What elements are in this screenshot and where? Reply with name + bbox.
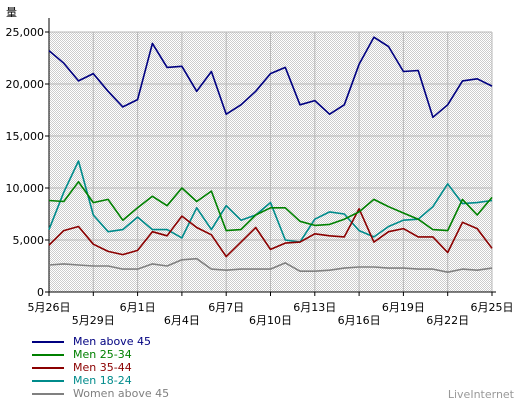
y-tick-label: 25,000 [6, 26, 45, 39]
legend-item: Men 35-44 [32, 361, 132, 374]
series-line-men-25-34 [48, 181, 493, 232]
legend-swatch [32, 340, 64, 343]
y-tick-label: 0 [37, 286, 44, 299]
x-tick-label: 5月29日 [72, 314, 115, 327]
legend-label: Women above 45 [73, 387, 170, 400]
legend-item: Women above 45 [32, 387, 169, 400]
series-line-men-above-45 [48, 36, 493, 119]
legend-item: Men 18-24 [32, 374, 132, 387]
legend-label: Men above 45 [73, 335, 151, 348]
x-tick-label: 6月19日 [382, 301, 425, 314]
legend-swatch [32, 379, 64, 382]
y-tick-label: 15,000 [6, 130, 45, 143]
series-line-men-35-44 [48, 208, 493, 258]
x-tick-label: 5月26日 [28, 301, 71, 314]
x-tick-label: 6月25日 [471, 301, 514, 314]
y-tick-label: 20,000 [6, 78, 45, 91]
y-tick-label: 5,000 [13, 234, 45, 247]
x-tick-label: 6月4日 [164, 314, 200, 327]
series-line-women-above-45 [48, 257, 493, 274]
legend-label: Men 25-34 [73, 348, 132, 361]
x-tick-label: 6月13日 [293, 301, 336, 314]
legend-swatch [32, 366, 64, 369]
legend-item: Men above 45 [32, 335, 151, 348]
brand-label: LiveInternet [447, 388, 514, 401]
x-tick-label: 6月7日 [208, 301, 244, 314]
x-tick-label: 6月22日 [426, 314, 469, 327]
legend-swatch [32, 353, 64, 356]
legend-label: Men 35-44 [73, 361, 132, 374]
y-axis-label: 量 [6, 6, 17, 19]
legend-label: Men 18-24 [73, 374, 132, 387]
x-tick-label: 6月16日 [338, 314, 381, 327]
y-tick-label: 10,000 [6, 182, 45, 195]
legend-swatch [32, 392, 64, 395]
x-tick-label: 6月10日 [249, 314, 292, 327]
legend-item: Men 25-34 [32, 348, 132, 361]
x-tick-label: 6月1日 [120, 301, 156, 314]
